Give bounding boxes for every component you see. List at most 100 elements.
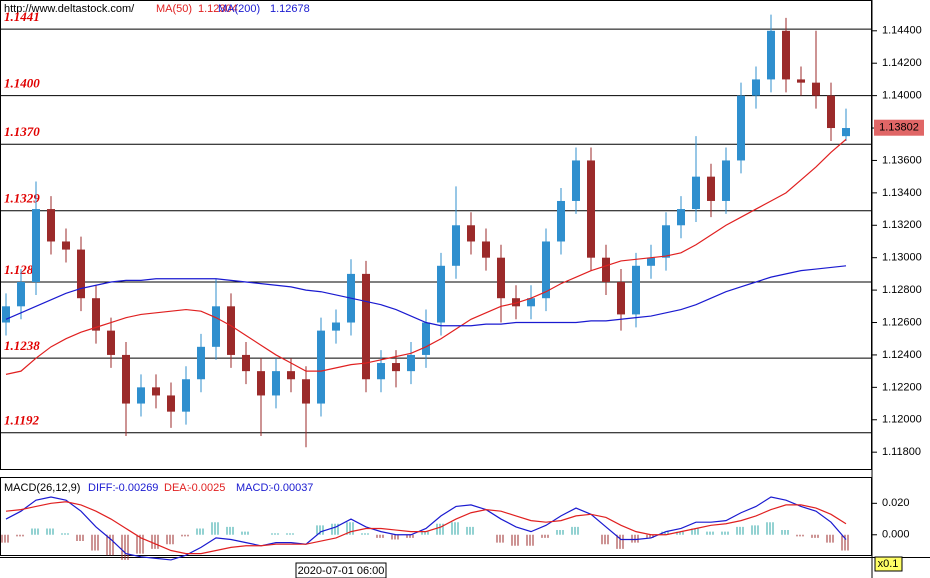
candle-body	[77, 249, 85, 299]
candle-body	[362, 273, 370, 380]
cursor-box	[295, 562, 387, 578]
level-label: 1.1400	[4, 76, 40, 91]
candle-body	[2, 306, 10, 323]
candle-body	[752, 79, 760, 96]
candle-body	[332, 322, 340, 331]
candle-body	[572, 160, 580, 201]
y-tick-label: 1.13200	[882, 219, 922, 231]
candle-body	[587, 160, 595, 258]
candle-body	[557, 200, 565, 242]
line-series	[5, 501, 847, 555]
last-price-box	[874, 119, 924, 136]
legend-name: DIFF:	[88, 482, 116, 494]
candle-body	[302, 379, 310, 404]
candle-body	[197, 346, 205, 380]
candle-body	[407, 354, 415, 372]
y-tick-label: 1.13400	[882, 187, 922, 199]
candle-body	[812, 82, 820, 96]
legend-name: MA(50)	[156, 3, 192, 15]
level-label: 1.1441	[4, 9, 40, 24]
candle-body	[182, 379, 190, 412]
candle-body	[602, 257, 610, 282]
candle-body	[692, 176, 700, 210]
candle-body	[47, 209, 55, 242]
candle-body	[647, 257, 655, 266]
scale-box	[874, 556, 903, 572]
candle-body	[377, 363, 385, 380]
level-label: 1.1192	[4, 413, 40, 428]
candle-body	[737, 95, 745, 161]
candle-body	[227, 306, 235, 355]
candle-body	[452, 225, 460, 266]
legend-value: 1.12678	[270, 3, 310, 15]
y-tick-label: 1.12400	[882, 349, 922, 361]
candle-body	[152, 387, 160, 396]
candle-body	[317, 330, 325, 404]
candle-body	[122, 354, 130, 404]
candle-body	[392, 363, 400, 372]
line-series	[5, 138, 847, 375]
legend-value: -0.00269	[115, 482, 158, 494]
candle-body	[707, 176, 715, 201]
candle-body	[32, 209, 40, 282]
line-series	[5, 265, 847, 327]
level-label: 1.1285	[4, 262, 40, 277]
y-tick-label: 1.12000	[882, 414, 922, 426]
candle-body	[62, 241, 70, 250]
candle-body	[512, 298, 520, 307]
legend-name: MACD:	[236, 482, 271, 494]
candle-body	[467, 225, 475, 242]
candle-body	[527, 298, 535, 307]
cursor-label: 2020-07-01 06:00	[298, 565, 385, 577]
y-tick-label: 0.020	[882, 497, 910, 509]
candle-body	[257, 371, 265, 396]
candle-body	[662, 225, 670, 258]
legend-value: -0.0025	[188, 482, 225, 494]
candle-body	[422, 322, 430, 355]
candle-body	[782, 30, 790, 80]
candle-body	[107, 330, 115, 355]
legend-name: DEA:	[164, 482, 190, 494]
candle-body	[482, 241, 490, 258]
level-label: 1.1238	[4, 338, 40, 353]
y-tick-label: 1.14000	[882, 90, 922, 102]
source-url: http://www.deltastock.com/	[4, 3, 135, 15]
y-tick-label: 1.13600	[882, 154, 922, 166]
legend-value: 1.12304	[198, 3, 238, 15]
candle-body	[797, 79, 805, 83]
y-tick-label: 1.12600	[882, 316, 922, 328]
y-tick-label: 1.12200	[882, 381, 922, 393]
macd-title: MACD(26,12,9)	[4, 482, 80, 494]
candle-body	[212, 306, 220, 347]
y-tick-label: 1.14200	[882, 57, 922, 69]
candle-body	[632, 265, 640, 315]
candle-body	[842, 128, 850, 137]
candle-body	[272, 371, 280, 396]
last-price-label: 1.13802	[879, 122, 919, 134]
candle-body	[497, 257, 505, 299]
y-tick-label: 1.13000	[882, 252, 922, 264]
y-tick-label: 1.11800	[882, 446, 921, 458]
scale-note: x0.1	[878, 558, 899, 570]
candle-body	[542, 241, 550, 299]
candle-body	[677, 209, 685, 226]
y-tick-label: 0.000	[882, 529, 910, 541]
level-label: 1.1329	[4, 191, 40, 206]
candle-body	[92, 298, 100, 331]
y-tick-label: 1.14400	[882, 25, 922, 37]
candle-body	[617, 282, 625, 315]
legend-value: -0.00037	[270, 482, 313, 494]
candle-body	[827, 95, 835, 129]
candle-body	[287, 371, 295, 380]
level-label: 1.1370	[4, 124, 40, 139]
candle-body	[722, 160, 730, 201]
candle-body	[137, 387, 145, 404]
y-tick-label: 1.12800	[882, 284, 922, 296]
candle-body	[242, 354, 250, 372]
candle-body	[167, 395, 175, 412]
line-series	[5, 496, 847, 561]
candle-body	[767, 30, 775, 80]
legend-name: MA(200)	[218, 3, 260, 15]
